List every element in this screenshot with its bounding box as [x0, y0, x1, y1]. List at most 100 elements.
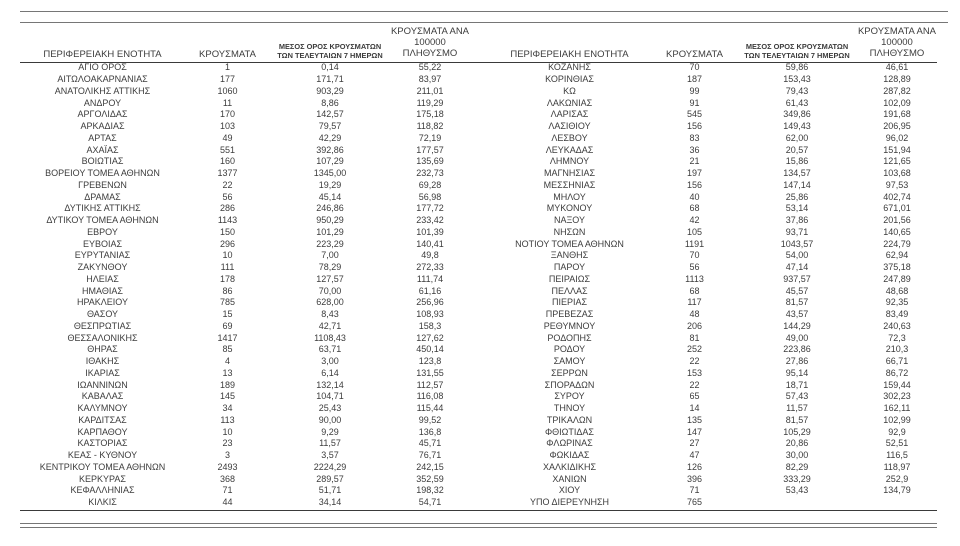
cases-cell: 187 [686, 74, 703, 85]
region-cell: ΥΠΟ ΔΙΕΡΕΥΝΗΣΗ [529, 497, 610, 508]
avg7-cell: 134,57 [783, 168, 811, 179]
avg7-cell: 63,71 [318, 344, 342, 355]
avg7-cell: 18,71 [785, 379, 809, 390]
cases-cell: 22 [689, 356, 700, 367]
column-header-7day-average-line2: ΤΩΝ ΤΕΛΕΥΤΑΙΩΝ 7 ΗΜΕΡΩΝ [744, 50, 850, 60]
avg7-cell: 147,14 [783, 179, 811, 190]
region-cell: ΚΑΣΤΟΡΙΑΣ [77, 438, 128, 449]
per100k-cell: 287,82 [883, 85, 911, 96]
cases-cell: 99 [689, 85, 700, 96]
avg7-cell: 333,29 [783, 473, 811, 484]
table-row: ΚΟΖΑΝΗΣ 70 59,86 46,61 [487, 62, 937, 74]
column-header-region: ΠΕΡΙΦΕΡΕΙΑΚΗ ΕΝΟΤΗΤΑ [43, 48, 162, 60]
avg7-cell: 104,71 [316, 391, 344, 402]
cases-cell: 1113 [685, 273, 704, 284]
per100k-cell: 136,8 [418, 426, 442, 437]
per100k-cell: 252,9 [885, 473, 909, 484]
avg7-cell: 62,00 [785, 132, 809, 143]
table-row: ΑΓΙΟ ΟΡΟΣ 1 0,14 55,22 [20, 62, 470, 74]
table-row: ΣΑΜΟΥ 22 27,86 66,71 [487, 356, 937, 368]
cases-cell: 86 [222, 285, 233, 296]
region-cell: ΜΕΣΣΗΝΙΑΣ [543, 179, 596, 190]
avg7-cell: 81,57 [785, 414, 809, 425]
table-row: ΣΠΟΡΑΔΩΝ 22 18,71 159,44 [487, 379, 937, 391]
region-cell: ΗΡΑΚΛΕΙΟΥ [76, 297, 129, 308]
table-row: ΚΕΑΣ - ΚΥΘΝΟΥ 3 3,57 76,71 [20, 450, 470, 462]
table-row: ΚΑΒΑΛΑΣ 145 104,71 116,08 [20, 391, 470, 403]
region-cell: ΤΡΙΚΑΛΩΝ [546, 414, 593, 425]
region-cell: ΛΗΜΝΟΥ [549, 156, 590, 167]
column-header-cases: ΚΡΟΥΣΜΑΤΑ [199, 48, 256, 60]
table-row: ΕΥΡΥΤΑΝΙΑΣ 10 7,00 49,8 [20, 250, 470, 262]
region-cell: ΡΕΘΥΜΝΟΥ [543, 320, 596, 331]
avg7-cell: 37,86 [785, 215, 809, 226]
per100k-cell: 671,01 [883, 203, 911, 214]
cases-cell: 22 [222, 179, 233, 190]
table-row: ΚΟΡΙΝΘΙΑΣ 187 153,43 128,89 [487, 74, 937, 86]
column-header-per-100000: ΚΡΟΥΣΜΑΤΑ ΑΝΑ 100000 ΠΛΗΘΥΣΜΟ [857, 26, 937, 60]
table-row: ΔΡΑΜΑΣ 56 45,14 56,98 [20, 191, 470, 203]
avg7-cell: 9,29 [321, 426, 339, 437]
cases-cell: 85 [222, 344, 233, 355]
region-cell: ΔΡΑΜΑΣ [84, 191, 121, 202]
avg7-cell: 8,43 [321, 309, 339, 320]
cases-cell: 4 [224, 356, 230, 367]
avg7-cell: 171,71 [316, 74, 344, 85]
cases-cell: 153 [686, 367, 703, 378]
per100k-cell: 159,44 [883, 379, 911, 390]
per100k-cell: 402,74 [883, 191, 911, 202]
table-row: ΠΑΡΟΥ 56 47,14 375,18 [487, 262, 937, 274]
region-cell: ΑΝΔΡΟΥ [83, 97, 122, 108]
table-row: ΛΑΡΙΣΑΣ 545 349,86 191,68 [487, 109, 937, 121]
cases-cell: 70 [689, 250, 700, 261]
per100k-cell: 352,59 [416, 473, 444, 484]
avg7-cell: 903,29 [316, 85, 344, 96]
cases-cell: 83 [689, 132, 700, 143]
cases-cell: 1377 [217, 168, 238, 179]
avg7-cell: 246,86 [316, 203, 344, 214]
avg7-cell: 132,14 [316, 379, 344, 390]
per100k-cell: 66,71 [885, 356, 909, 367]
header-underline [20, 62, 937, 63]
region-cell: ΚΕΑΣ - ΚΥΘΝΟΥ [67, 450, 138, 461]
per100k-cell: 177,72 [416, 203, 444, 214]
region-cell: ΠΡΕΒΕΖΑΣ [545, 309, 594, 320]
cases-cell: 42 [689, 215, 700, 226]
cases-cell: 14 [689, 403, 700, 414]
per100k-cell: 256,96 [416, 297, 444, 308]
per100k-cell: 83,97 [418, 74, 442, 85]
region-cell: ΛΕΣΒΟΥ [551, 132, 588, 143]
cases-cell: 23 [222, 438, 233, 449]
table-row: ΠΙΕΡΙΑΣ 117 81,57 92,35 [487, 297, 937, 309]
avg7-cell: 7,00 [321, 250, 339, 261]
avg7-cell: 79,43 [785, 85, 809, 96]
per100k-cell: 242,15 [416, 461, 444, 472]
table-row: ΙΘΑΚΗΣ 4 3,00 123,8 [20, 356, 470, 368]
avg7-cell: 61,43 [785, 97, 809, 108]
column-header-per-100000-line2: ΠΛΗΘΥΣΜΟ [869, 48, 925, 60]
per100k-cell: 102,09 [883, 97, 911, 108]
avg7-cell: 49,00 [785, 332, 809, 343]
cases-cell: 40 [689, 191, 700, 202]
region-cell: ΔΥΤΙΚΗΣ ΑΤΤΙΚΗΣ [64, 203, 141, 214]
table-bottom-rule [20, 510, 937, 511]
cases-cell: 206 [686, 320, 703, 331]
avg7-cell: 30,00 [785, 450, 809, 461]
cases-cell: 156 [686, 179, 703, 190]
table-row: ΤΗΝΟΥ 14 11,57 162,11 [487, 403, 937, 415]
cases-cell: 21 [689, 156, 700, 167]
region-cell: ΕΥΡΥΤΑΝΙΑΣ [74, 250, 131, 261]
cases-cell: 1060 [217, 85, 238, 96]
per100k-cell: 119,29 [416, 97, 444, 108]
avg7-cell: 937,57 [783, 273, 811, 284]
region-cell: ΣΑΜΟΥ [553, 356, 586, 367]
avg7-cell: 81,57 [785, 297, 809, 308]
cases-cell: 145 [219, 391, 236, 402]
per100k-cell: 302,23 [883, 391, 911, 402]
avg7-cell: 3,57 [321, 450, 339, 461]
per100k-cell: 123,8 [418, 356, 442, 367]
cases-cell: 197 [686, 168, 703, 179]
avg7-cell: 628,00 [316, 297, 344, 308]
cases-cell: 65 [689, 391, 700, 402]
table-row: ΦΛΩΡΙΝΑΣ 27 20,86 52,51 [487, 438, 937, 450]
